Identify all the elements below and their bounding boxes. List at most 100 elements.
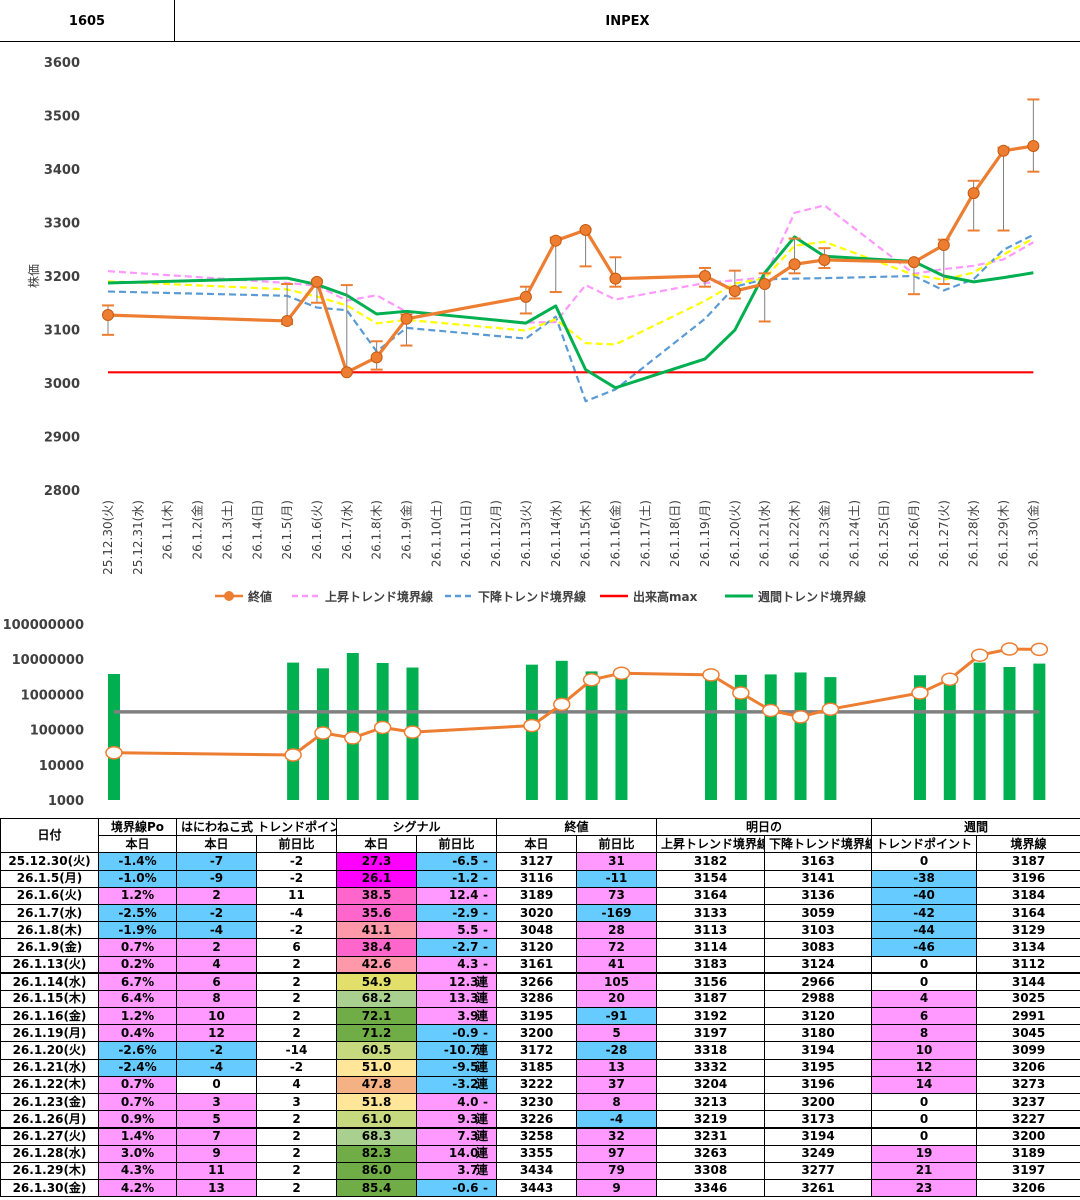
cell-weekly-trend-point: 21: [871, 1161, 978, 1180]
signal-change-value: -9.5: [452, 1060, 479, 1075]
cell-close-change: -28: [576, 1041, 658, 1060]
cell-down-boundary: 3249: [764, 1144, 873, 1163]
volume-trend-point: [612, 666, 631, 680]
table-row: 26.1.9(金) 0.7% 2 6 38.4 -2.7-3120 72 3114 3083 -4…: [0, 938, 1080, 957]
cell-close: 3161: [496, 955, 578, 974]
cell-weekly-boundary: 2991: [976, 1007, 1080, 1026]
subheader-cell: 本日: [98, 835, 177, 854]
cell-trend-point: 6: [176, 972, 257, 991]
close-point: [1027, 139, 1040, 152]
cell-close-change: 73: [576, 886, 658, 905]
cell-trend-point: -2: [176, 903, 257, 923]
cell-signal-change: 7.3 連: [415, 1126, 498, 1146]
cell-trend-point-change: -2: [256, 921, 337, 940]
x-tick-label: 26.1.18(日): [668, 500, 682, 567]
signal-change-flag: -: [483, 1094, 489, 1109]
signal-change-value: -3.2: [452, 1077, 479, 1092]
cell-trend-point: -4: [176, 921, 257, 940]
legend-label: 週間トレンド境界線: [758, 589, 866, 604]
volume-trend-point: [941, 672, 959, 686]
cell-close: 3286: [496, 989, 578, 1009]
cell-boundary-po: 1.2%: [98, 1007, 177, 1026]
signal-change-flag: -: [483, 1025, 489, 1040]
signal-change-value: 13.3: [448, 991, 479, 1006]
cell-boundary-po: 6.7%: [98, 972, 177, 991]
cell-down-boundary: 3261: [764, 1178, 873, 1198]
cell-signal: 61.0: [336, 1110, 417, 1129]
table-row: 26.1.14(水) 6.7% 6 2 54.9 12.3 連 3266 105 3156 2966…: [0, 972, 1080, 991]
table-row: 26.1.27(火) 1.4% 7 2 68.3 7.3 連 3258 32 3231 3194 0 3…: [0, 1126, 1080, 1146]
cell-up-boundary: 3213: [656, 1092, 766, 1112]
close-point: [609, 272, 622, 285]
cell-trend-point-change: -2: [256, 869, 337, 888]
cell-date: 26.1.8(木): [0, 921, 99, 940]
cell-close-change: 97: [576, 1144, 658, 1163]
volume-bar: [824, 677, 837, 800]
cell-down-boundary: 3180: [764, 1024, 873, 1043]
cell-weekly-trend-point: 8: [871, 1024, 978, 1043]
cell-signal-change: 14.0 連: [415, 1144, 498, 1163]
cell-trend-point: -7: [176, 852, 257, 871]
table-row: 26.1.8(木) -1.9% -4 -2 41.1 5.5-3048 28 3113 3103…: [0, 921, 1080, 940]
subheader-cell: トレンドポイント: [871, 835, 978, 854]
cell-weekly-trend-point: 23: [871, 1178, 978, 1198]
legend-label: 下降トレンド境界線: [478, 589, 586, 604]
cell-signal: 60.5: [336, 1041, 417, 1060]
close-point: [967, 187, 980, 200]
cell-weekly-trend-point: -40: [871, 886, 978, 905]
cell-weekly-boundary: 3187: [976, 852, 1080, 871]
x-tick-label: 26.1.6(火): [310, 500, 324, 560]
close-point: [400, 312, 413, 325]
y-tick-label: 3000: [44, 377, 80, 392]
signal-change-flag: -: [483, 922, 489, 937]
signal-change-flag: 連: [476, 1163, 489, 1178]
signal-change-value: -6.5: [452, 853, 479, 868]
signal-change-flag: 連: [476, 1129, 489, 1144]
close-point: [788, 258, 801, 271]
cell-close-change: 41: [576, 955, 658, 974]
cell-trend-point: -9: [176, 869, 257, 888]
cell-weekly-boundary: 3184: [976, 886, 1080, 905]
cell-up-boundary: 3231: [656, 1126, 766, 1146]
cell-down-boundary: 3103: [764, 921, 873, 940]
volume-trend-point: [344, 731, 362, 745]
volume-bar: [734, 674, 747, 800]
cell-trend-point-change: 2: [256, 1178, 337, 1198]
cell-close: 3434: [496, 1161, 578, 1180]
cell-up-boundary: 3197: [656, 1024, 766, 1043]
cell-weekly-boundary: 3206: [976, 1178, 1080, 1198]
cell-signal-change: -10.7 連: [415, 1041, 498, 1060]
volume-trend-point: [821, 702, 840, 716]
cell-signal-change: 4.3-: [415, 955, 498, 974]
x-tick-label: 26.1.5(月): [280, 500, 294, 560]
cell-signal-change: 3.7 連: [415, 1161, 498, 1180]
cell-weekly-trend-point: 0: [871, 852, 978, 871]
volume-bar: [585, 671, 598, 800]
volume-trend-point: [911, 686, 929, 700]
x-tick-label: 26.1.26(月): [907, 500, 921, 567]
close-point: [818, 253, 831, 266]
close-point: [937, 238, 950, 251]
cell-date: 26.1.19(月): [0, 1024, 99, 1043]
cell-date: 26.1.27(火): [0, 1126, 99, 1146]
table-row: 26.1.15(木) 6.4% 8 2 68.2 13.3 連 3286 20 3187 2988 4…: [0, 989, 1080, 1009]
cell-trend-point-change: 2: [256, 989, 337, 1009]
header-tomorrow: 明日の: [656, 817, 873, 837]
cell-boundary-po: 3.0%: [98, 1144, 177, 1163]
cell-boundary-po: 1.4%: [98, 1126, 177, 1146]
cell-weekly-boundary: 3189: [976, 1144, 1080, 1163]
cell-trend-point-change: 2: [256, 972, 337, 991]
cell-up-boundary: 3133: [656, 903, 766, 923]
cell-weekly-boundary: 3196: [976, 869, 1080, 888]
cell-trend-point-change: 2: [256, 955, 337, 974]
x-tick-label: 26.1.19(月): [698, 500, 712, 567]
table-row: 26.1.16(金) 1.2% 10 2 72.1 3.9 連 3195 -91 3192 3120…: [0, 1007, 1080, 1026]
cell-down-boundary: 3195: [764, 1058, 873, 1077]
volume-bar: [794, 672, 807, 800]
y-axis-label: 株価: [26, 264, 41, 288]
cell-close: 3226: [496, 1110, 578, 1129]
cell-signal-change: -1.2-: [415, 869, 498, 888]
y-tick-label: 100000000: [3, 618, 84, 633]
volume-bar: [346, 653, 359, 800]
signal-change-flag: 連: [476, 1111, 489, 1126]
